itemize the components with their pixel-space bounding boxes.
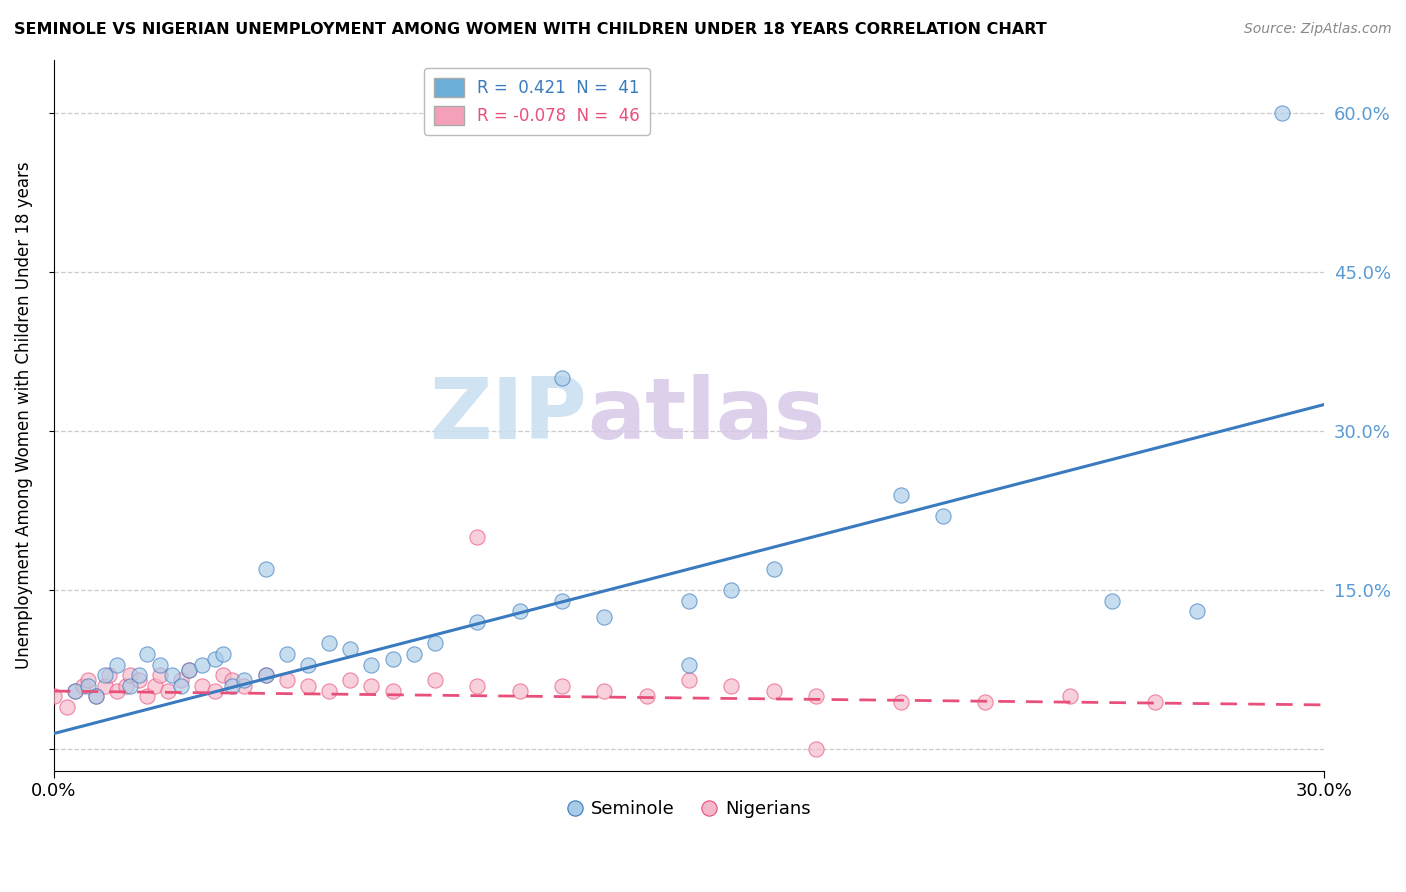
Point (42, 690, 65, 704)
Point (149, 668, 172, 682)
Point (276, 647, 298, 661)
Point (678, 594, 700, 608)
Point (162, 668, 184, 682)
Point (720, 583, 742, 598)
Point (423, 673, 446, 688)
Point (465, 679, 488, 693)
Point (179, 663, 201, 677)
Legend: Seminole, Nigerians: Seminole, Nigerians (560, 793, 818, 826)
Point (97, 668, 120, 682)
Point (233, 679, 256, 693)
Point (118, 679, 141, 693)
Point (402, 647, 425, 661)
Point (551, 594, 574, 608)
Point (423, 636, 446, 650)
Point (63, 684, 86, 698)
Point (804, 690, 827, 704)
Point (128, 673, 150, 688)
Point (509, 684, 531, 698)
Point (297, 679, 319, 693)
Point (233, 673, 256, 688)
Point (318, 684, 340, 698)
Point (204, 684, 226, 698)
Point (254, 668, 277, 682)
Point (720, 679, 742, 693)
Point (1271, 105, 1294, 120)
Point (254, 562, 277, 576)
Point (191, 679, 214, 693)
Point (339, 673, 361, 688)
Point (170, 673, 193, 688)
Point (63, 684, 86, 698)
Point (381, 652, 404, 666)
Point (762, 684, 785, 698)
Point (804, 742, 827, 756)
Point (551, 371, 574, 385)
Point (114, 679, 136, 693)
Text: ZIP: ZIP (430, 374, 588, 457)
Point (678, 673, 700, 688)
Point (136, 647, 159, 661)
Point (128, 668, 150, 682)
Point (84, 690, 107, 704)
Point (149, 657, 172, 672)
Point (170, 679, 193, 693)
Point (593, 684, 616, 698)
Point (318, 636, 340, 650)
Y-axis label: Unemployment Among Women with Children Under 18 years: Unemployment Among Women with Children U… (15, 161, 32, 669)
Text: Source: ZipAtlas.com: Source: ZipAtlas.com (1244, 22, 1392, 37)
Point (762, 562, 785, 576)
Point (1101, 594, 1123, 608)
Text: atlas: atlas (588, 374, 825, 457)
Point (678, 657, 700, 672)
Point (76, 673, 98, 688)
Point (136, 690, 159, 704)
Point (890, 488, 912, 502)
Point (360, 657, 382, 672)
Point (932, 508, 955, 523)
Point (212, 647, 235, 661)
Point (212, 668, 235, 682)
Point (72, 679, 94, 693)
Point (157, 684, 180, 698)
Point (360, 679, 382, 693)
Point (339, 641, 361, 656)
Point (465, 615, 488, 629)
Point (93, 668, 115, 682)
Point (105, 657, 128, 672)
Point (593, 609, 616, 624)
Point (509, 605, 531, 619)
Point (254, 668, 277, 682)
Point (221, 673, 243, 688)
Point (276, 673, 298, 688)
Point (145, 679, 167, 693)
Point (297, 657, 319, 672)
Point (76, 679, 98, 693)
Point (974, 695, 997, 709)
Point (105, 684, 128, 698)
Point (221, 679, 243, 693)
Point (55, 700, 77, 714)
Point (179, 663, 201, 677)
Text: SEMINOLE VS NIGERIAN UNEMPLOYMENT AMONG WOMEN WITH CHILDREN UNDER 18 YEARS CORRE: SEMINOLE VS NIGERIAN UNEMPLOYMENT AMONG … (14, 22, 1047, 37)
Point (1143, 695, 1166, 709)
Point (1185, 605, 1208, 619)
Point (1059, 690, 1081, 704)
Point (93, 679, 115, 693)
Point (636, 690, 658, 704)
Point (465, 530, 488, 544)
Point (118, 668, 141, 682)
Point (191, 657, 214, 672)
Point (551, 679, 574, 693)
Point (890, 695, 912, 709)
Point (84, 690, 107, 704)
Point (381, 684, 404, 698)
Point (204, 652, 226, 666)
